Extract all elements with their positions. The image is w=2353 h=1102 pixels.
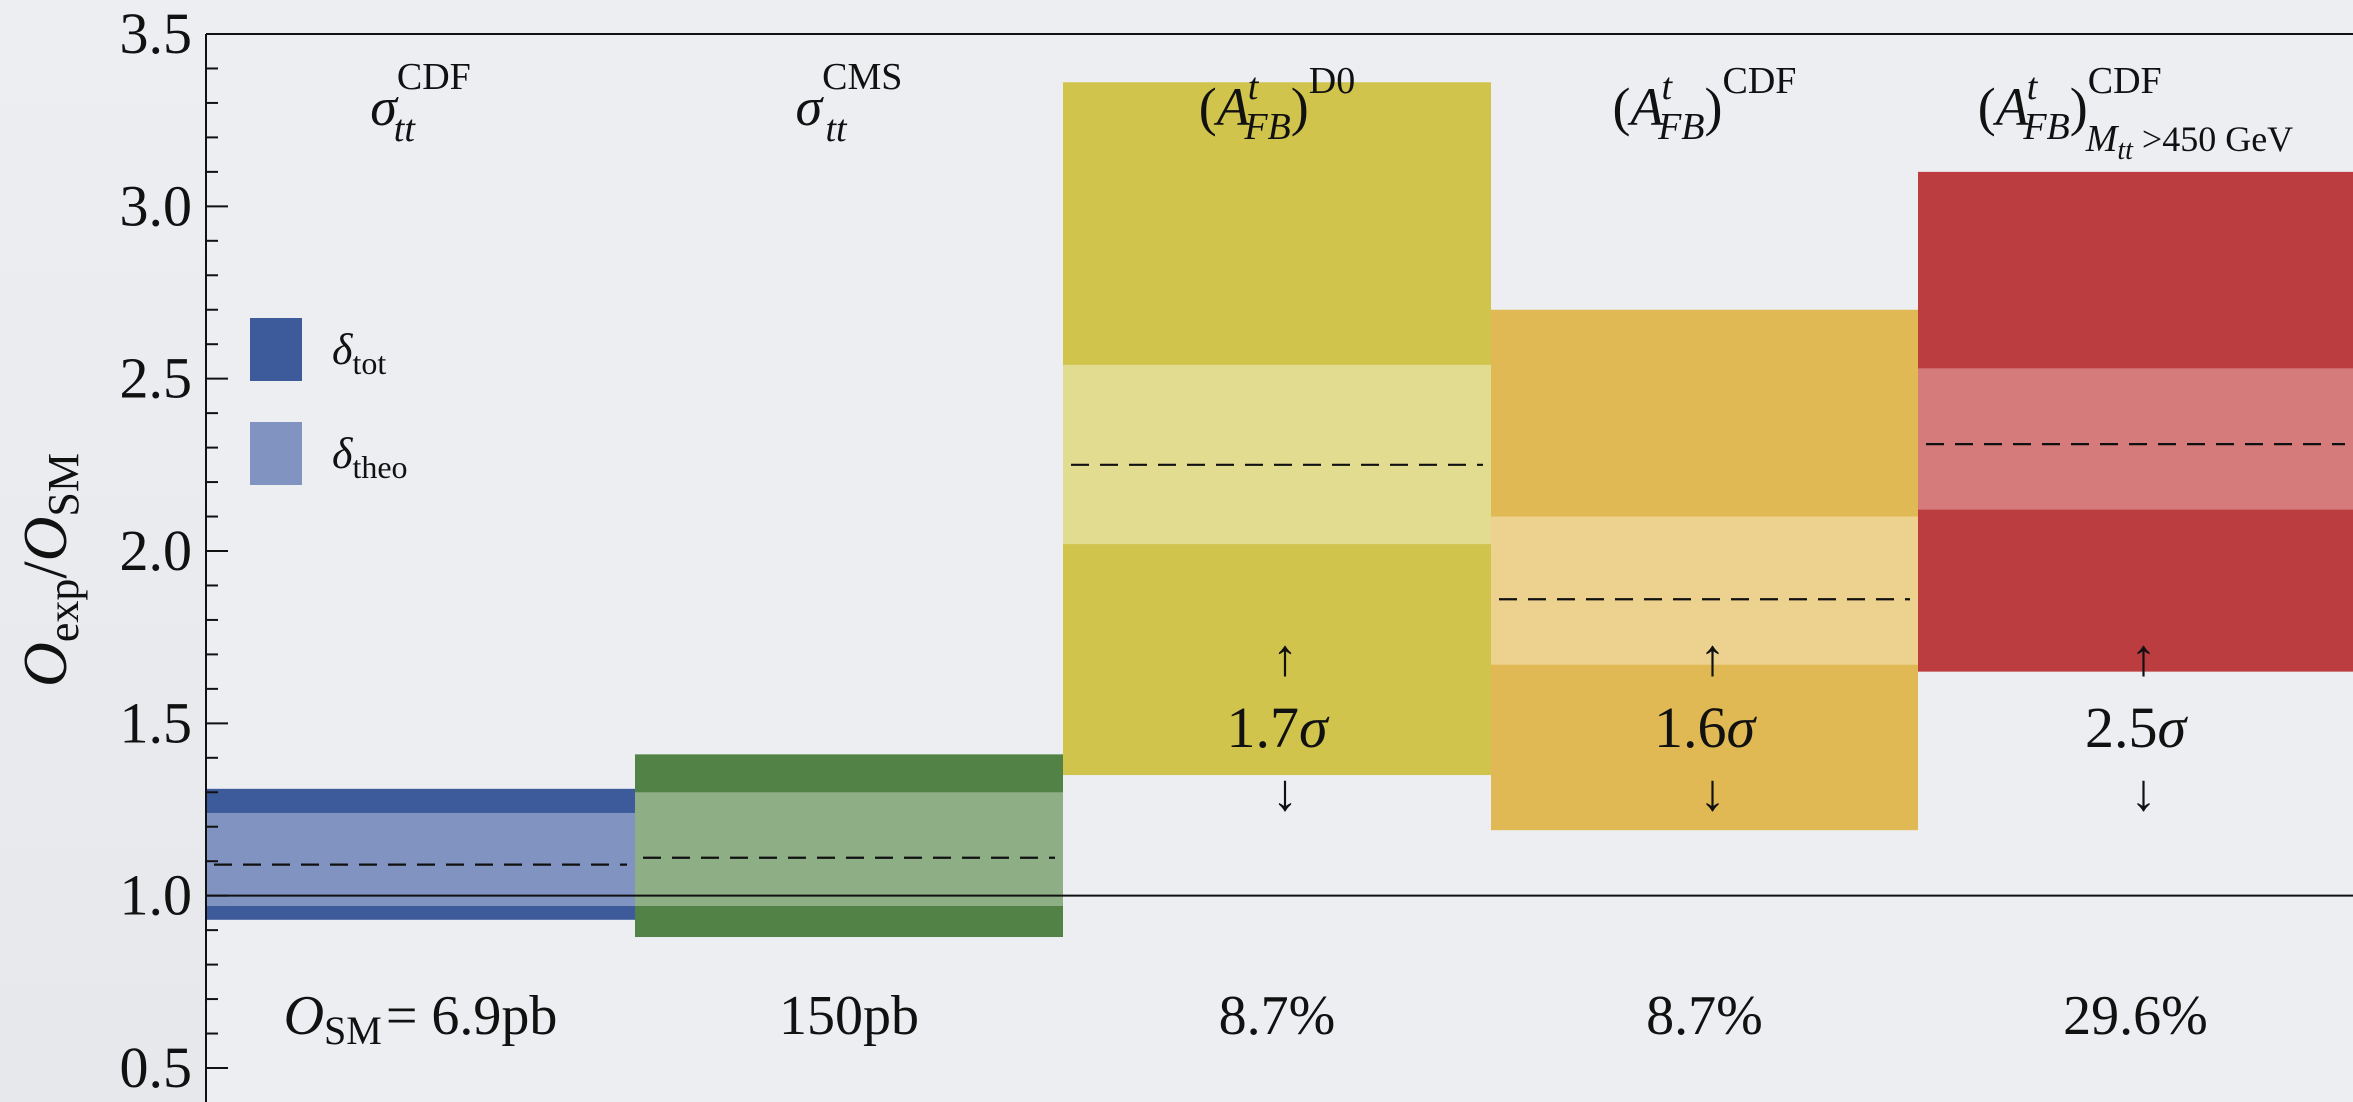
title-symbol: σ	[796, 77, 825, 137]
legend-swatch-0	[250, 318, 302, 381]
title-sub: tt	[825, 108, 848, 150]
title-sup: CMS	[822, 56, 902, 98]
band-theo-0	[206, 812, 635, 907]
title-sup-t: t	[2027, 66, 2039, 108]
column-title-2: (At FB)D0	[1199, 60, 1355, 148]
title-pre: (	[1613, 77, 1631, 137]
y-tick-label: 2.0	[120, 518, 193, 583]
legend-swatch-1	[250, 422, 302, 485]
title-symbol: σ	[370, 77, 399, 137]
y-tick-label: 3.0	[120, 173, 193, 238]
title-sub-fb: FB	[1657, 106, 1704, 148]
title-sup: D0	[1309, 60, 1355, 102]
title-sup-t: t	[1248, 66, 1260, 108]
arrow-down-4: ↓	[2131, 765, 2157, 822]
y-axis-label: Oexp/OSM	[12, 453, 88, 687]
y-tick-label: 2.5	[120, 346, 193, 411]
y-tick-label: 0.5	[120, 1035, 193, 1100]
title-sub: tt	[394, 108, 417, 150]
bottom-label-0: OSM= 6.9pb	[284, 985, 558, 1053]
title-paren: )	[1705, 77, 1723, 137]
bottom-label-2: 8.7%	[1219, 985, 1336, 1047]
title-a: A	[1993, 77, 2030, 137]
bottom-label-sub: SM	[324, 1008, 382, 1053]
title-sub-fb: FB	[1243, 106, 1290, 148]
significance-label-3: 1.6σ	[1654, 695, 1758, 760]
sig-sigma: σ	[2157, 695, 2188, 760]
title-pre: (	[1199, 77, 1217, 137]
title-sup-t: t	[1662, 66, 1674, 108]
column-title-0: σCDF tt	[370, 56, 471, 150]
bottom-label-value: = 6.9pb	[386, 985, 558, 1047]
significance-label-2: 1.7σ	[1226, 695, 1330, 760]
column-title-3: (At FB)CDF	[1613, 60, 1797, 148]
bottom-label-1: 150pb	[779, 985, 919, 1047]
y-tick-label: 1.0	[120, 863, 193, 928]
title-sup: CDF	[2088, 60, 2162, 102]
sig-sigma: σ	[1726, 695, 1757, 760]
title-cut-rest: >450 GeV	[2133, 119, 2293, 159]
bottom-label-value: 29.6%	[2063, 985, 2208, 1047]
bottom-label-value: 8.7%	[1219, 985, 1336, 1047]
band-theo-2	[1063, 364, 1491, 545]
legend-label-1: δtheo	[332, 429, 408, 485]
arrow-down-3: ↓	[1700, 765, 1726, 822]
y-axis-label-o1: O	[12, 642, 80, 687]
title-sup: CDF	[397, 56, 471, 98]
title-a: A	[1214, 77, 1251, 137]
sig-number: 2.5	[2085, 695, 2158, 760]
sig-number: 1.7	[1226, 695, 1299, 760]
title-sub-fb: FB	[2022, 106, 2069, 148]
column-title-4: (At FB)CDF Mtt >450 GeV	[1978, 60, 2293, 166]
sig-number: 1.6	[1654, 695, 1727, 760]
significance-label-4: 2.5σ	[2085, 695, 2189, 760]
bands-layer	[206, 82, 2353, 938]
bottom-label-3: 8.7%	[1646, 985, 1763, 1047]
y-axis-label-sub1: exp	[39, 579, 88, 643]
title-a: A	[1628, 77, 1665, 137]
legend-delta: δ	[332, 429, 354, 478]
legend-label-0: δtot	[332, 325, 386, 381]
title-sup: CDF	[1723, 60, 1797, 102]
arrow-up-4: ↑	[2131, 630, 2157, 687]
bottom-label-value: 150pb	[779, 985, 919, 1047]
legend-delta: δ	[332, 325, 354, 374]
bottom-label-4: 29.6%	[2063, 985, 2208, 1047]
y-tick-label: 1.5	[120, 690, 193, 755]
y-axis-label-o2: O	[12, 517, 80, 562]
title-paren: )	[2070, 77, 2088, 137]
sig-sigma: σ	[1299, 695, 1330, 760]
band-theo-1	[635, 792, 1063, 907]
title-cut-sub: tt	[2117, 135, 2134, 166]
arrow-up-3: ↑	[1700, 630, 1726, 687]
arrow-up-2: ↑	[1272, 630, 1298, 687]
bottom-label-value: 8.7%	[1646, 985, 1763, 1047]
legend-sub: tot	[352, 345, 386, 381]
y-axis-label-sub2: SM	[39, 453, 88, 517]
title-cut-m: M	[2085, 118, 2120, 160]
arrow-down-2: ↓	[1272, 765, 1298, 822]
bottom-label-o: O	[284, 985, 324, 1047]
band-theo-4	[1918, 368, 2353, 510]
y-tick-label: 3.5	[120, 1, 193, 66]
legend-sub: theo	[352, 449, 407, 485]
title-pre: (	[1978, 77, 1996, 137]
column-title-1: σCMS tt	[796, 56, 903, 150]
title-paren: )	[1291, 77, 1309, 137]
y-axis-label-slash: /	[12, 561, 80, 579]
band-theo-3	[1491, 516, 1918, 665]
